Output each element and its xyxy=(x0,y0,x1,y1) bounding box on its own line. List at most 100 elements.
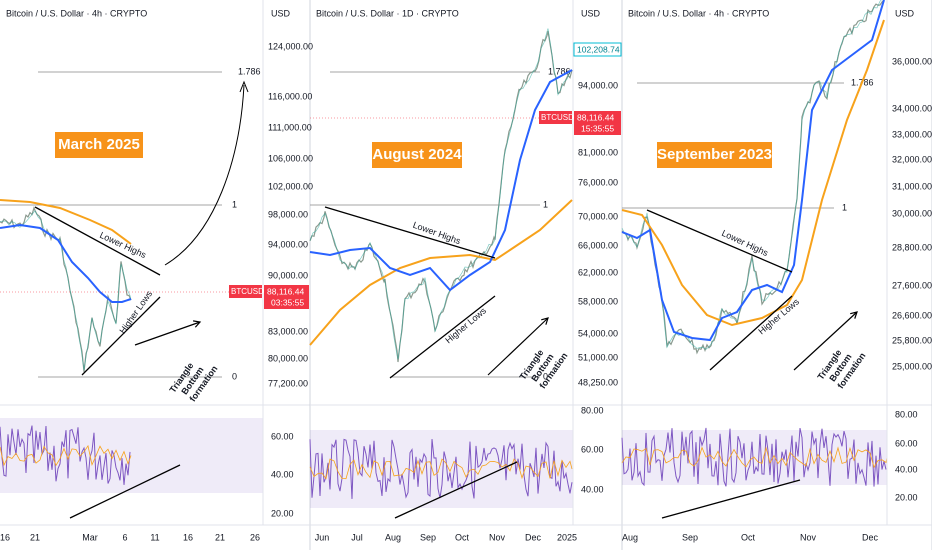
trend-line-upper xyxy=(34,206,161,276)
arrow-shaft xyxy=(487,317,549,376)
price-tick-label: 116,000.00 xyxy=(268,91,312,101)
price-tick-label: 51,000.00 xyxy=(578,352,618,362)
trend-line-lower xyxy=(389,295,496,379)
price-tick-label: 31,000.00 xyxy=(892,181,932,191)
price-tick-label: 58,000.00 xyxy=(578,296,618,306)
chart-header: Bitcoin / U.S. Dollar · 1D · CRYPTO xyxy=(316,8,459,18)
time-tick-label: 21 xyxy=(30,532,40,542)
period-label-box xyxy=(372,142,462,168)
arrow-head xyxy=(541,317,549,325)
oscillator-trend-line xyxy=(394,461,518,519)
price-badge-text: 88,116.44 xyxy=(577,112,614,122)
time-tick-label: 11 xyxy=(150,532,159,542)
time-tick-label: Sep xyxy=(682,532,698,542)
moving-average-slow xyxy=(0,199,132,245)
time-tick-label: 21 xyxy=(215,532,225,542)
price-tick-label: 54,000.00 xyxy=(578,328,618,338)
time-tick-label: Mar xyxy=(82,532,98,542)
oscillator-line xyxy=(0,425,131,485)
arrow-shaft xyxy=(793,311,858,371)
price-tick-label: 34,000.00 xyxy=(892,103,932,113)
time-tick-label: Aug xyxy=(622,532,638,542)
price-tick-label: 48,250.00 xyxy=(578,377,618,387)
price-tick-label: 94,000.00 xyxy=(268,239,308,249)
price-tick-label: 106,000.00 xyxy=(268,153,313,163)
trend-line-lower xyxy=(81,296,161,376)
oscillator-tick-label: 80.00 xyxy=(895,409,918,419)
oscillator-tick-label: 60.00 xyxy=(271,431,294,441)
price-tick-label: 77,200.00 xyxy=(268,378,308,388)
chart-header: Bitcoin / U.S. Dollar · 4h · CRYPTO xyxy=(628,8,769,18)
price-tick-label: 94,000.00 xyxy=(578,80,618,90)
price-tick-label: 32,000.00 xyxy=(892,154,932,164)
moving-average-fast xyxy=(621,0,885,342)
oscillator-tick-label: 80.00 xyxy=(581,405,604,415)
price-badge-timer: 03:35:55 xyxy=(271,297,304,307)
price-tick-label: 70,000.00 xyxy=(578,211,618,221)
trend-line-upper xyxy=(646,209,793,273)
fib-level-label: 0 xyxy=(543,371,548,381)
fib-level-label: 1 xyxy=(232,199,237,209)
symbol-badge xyxy=(539,111,572,124)
price-badge xyxy=(574,111,621,135)
price-tick-label: 25,000.00 xyxy=(892,361,932,371)
time-tick-label: Oct xyxy=(741,532,756,542)
price-badge xyxy=(264,285,309,309)
price-tick-label: 90,000.00 xyxy=(268,270,308,280)
trend-line-lower xyxy=(709,295,793,371)
oscillator-tick-label: 20.00 xyxy=(271,508,294,518)
oscillator-signal xyxy=(621,446,888,469)
moving-average-slow xyxy=(621,19,885,327)
period-label: September 2023 xyxy=(657,146,772,163)
symbol-badge-text: BTCUSD xyxy=(541,113,574,122)
currency-label: USD xyxy=(895,8,915,18)
fib-level-label: 1.786 xyxy=(548,66,571,76)
price-tick-label: 83,000.00 xyxy=(268,326,308,336)
price-tick-label: 98,000.00 xyxy=(268,209,308,219)
time-tick-label: 2025 xyxy=(557,532,577,542)
fib-level-label: 1 xyxy=(543,199,548,209)
time-tick-label: Dec xyxy=(525,532,542,542)
fib-level-label: 0 xyxy=(232,371,237,381)
price-tick-label: 33,000.00 xyxy=(892,129,932,139)
price-tick-label: 30,000.00 xyxy=(892,208,932,218)
currency-label: USD xyxy=(271,8,291,18)
period-label: March 2025 xyxy=(58,136,140,153)
period-label-box xyxy=(55,132,143,158)
price-tick-label: 27,600.00 xyxy=(892,280,932,290)
price-tick-label: 111,000.00 xyxy=(268,122,312,132)
symbol-badge-text: BTCUSD xyxy=(231,287,264,296)
trend-line-upper xyxy=(324,206,496,259)
time-tick-label: Nov xyxy=(800,532,817,542)
price-badge-text: 102,208.74 xyxy=(577,44,620,54)
time-tick-label: Jul xyxy=(351,532,363,542)
price-tick-label: 102,000.00 xyxy=(268,181,313,191)
time-tick-label: Jun xyxy=(315,532,330,542)
price-candles-highlight xyxy=(621,0,884,350)
moving-average-fast xyxy=(0,223,132,303)
time-tick-label: 16 xyxy=(0,532,10,542)
price-tick-label: 62,000.00 xyxy=(578,267,618,277)
chart-header: Bitcoin / U.S. Dollar · 4h · CRYPTO xyxy=(6,8,147,18)
price-candles-highlight xyxy=(309,28,573,360)
fib-level-label: 1 xyxy=(842,202,847,212)
time-tick-label: 26 xyxy=(250,532,260,542)
price-tick-label: 80,000.00 xyxy=(268,353,308,363)
price-tick-label: 25,800.00 xyxy=(892,335,932,345)
price-badge-timer: 15:35:55 xyxy=(581,123,614,133)
period-label-box xyxy=(657,142,772,168)
price-tick-label: 28,800.00 xyxy=(892,242,932,252)
moving-average-fast xyxy=(309,69,573,292)
price-badge xyxy=(573,42,622,57)
time-tick-label: Oct xyxy=(455,532,470,542)
price-badge-text: 88,116.44 xyxy=(267,286,304,296)
price-tick-label: 26,600.00 xyxy=(892,310,932,320)
currency-label: USD xyxy=(581,8,601,18)
arrow-shaft xyxy=(134,321,201,346)
time-tick-label: 6 xyxy=(122,532,127,542)
oscillator-tick-label: 40.00 xyxy=(271,469,294,479)
time-tick-label: Sep xyxy=(420,532,436,542)
